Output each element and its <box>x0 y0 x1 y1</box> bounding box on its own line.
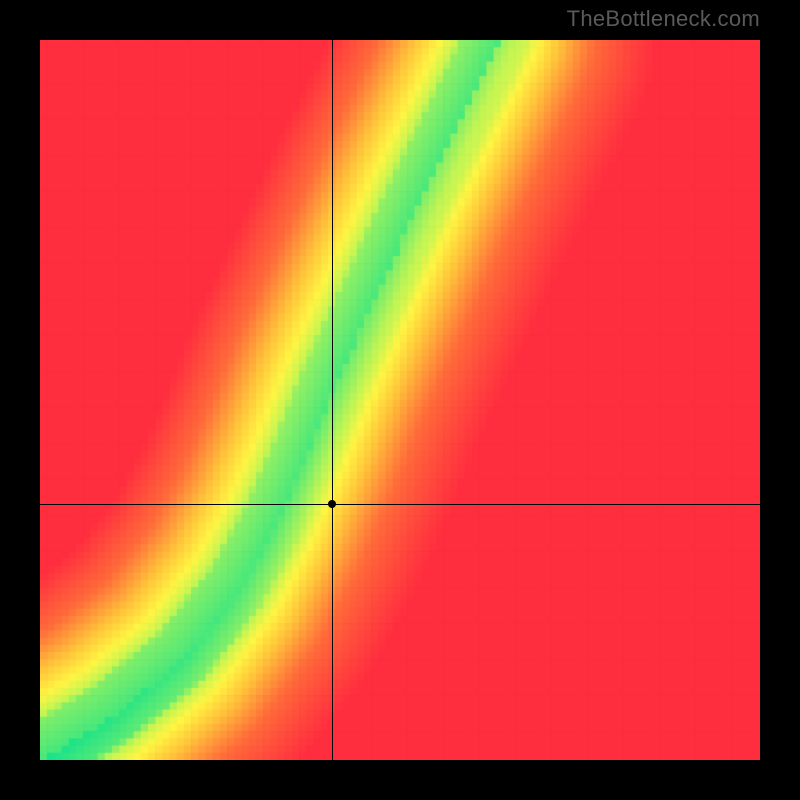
chart-container: TheBottleneck.com <box>0 0 800 800</box>
watermark-label: TheBottleneck.com <box>567 6 760 32</box>
crosshair-marker <box>328 500 336 508</box>
plot-area <box>40 40 760 760</box>
crosshair-vertical <box>332 40 333 760</box>
heatmap-canvas <box>40 40 760 760</box>
crosshair-horizontal <box>40 504 760 505</box>
